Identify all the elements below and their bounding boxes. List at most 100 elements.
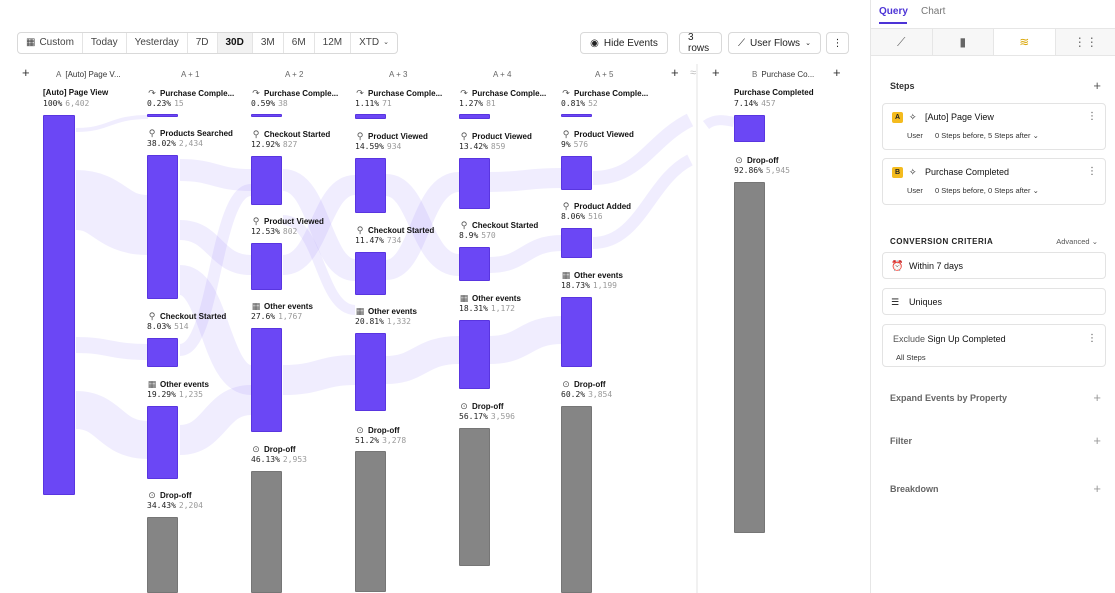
node-label[interactable]: ⊙ Drop-off bbox=[735, 155, 779, 165]
date-12m-button[interactable]: 12M bbox=[315, 33, 352, 53]
node-label[interactable]: ⊙ Drop-off bbox=[562, 379, 606, 389]
node-label[interactable]: ↷ Purchase Comple... bbox=[460, 88, 547, 98]
add-step-between-button[interactable]: + bbox=[712, 65, 720, 80]
node-label[interactable]: ⚲ Checkout Started bbox=[356, 225, 435, 235]
column-header-0[interactable]: A [Auto] Page V... bbox=[40, 64, 150, 84]
dropoff-bar[interactable] bbox=[147, 517, 178, 593]
column-header-1[interactable]: A + 1 bbox=[144, 64, 252, 84]
rows-button[interactable]: 3 rows bbox=[679, 32, 722, 54]
filter-heading[interactable]: Filter bbox=[890, 436, 913, 446]
advanced-dropdown[interactable]: Advanced ⌄ bbox=[1056, 237, 1098, 246]
node-label[interactable]: ↷ Purchase Comple... bbox=[252, 88, 339, 98]
flow-type-dropdown[interactable]: ⟋ User Flows ⌄ bbox=[728, 32, 821, 54]
event-bar[interactable] bbox=[251, 328, 282, 432]
exclude-card[interactable]: Exclude Sign Up Completed ⋮ All Steps bbox=[882, 324, 1106, 367]
tab-query[interactable]: Query bbox=[879, 6, 908, 17]
column-header-2[interactable]: A + 2 bbox=[248, 64, 356, 84]
tab-chart[interactable]: Chart bbox=[921, 6, 946, 17]
event-bar[interactable] bbox=[459, 114, 490, 119]
node-label[interactable]: ⚲ Product Added bbox=[562, 201, 632, 211]
node-label[interactable]: ↷ Purchase Comple... bbox=[148, 88, 235, 98]
add-filter-button[interactable]: + bbox=[1093, 433, 1101, 448]
column-header-3[interactable]: A + 3 bbox=[352, 64, 460, 84]
node-label[interactable]: ⚲ Product Viewed bbox=[356, 131, 428, 141]
step-card-b[interactable]: B ✧ Purchase Completed ⋮ User 0 Steps be… bbox=[882, 158, 1106, 205]
line-chart-icon[interactable]: ⟋ bbox=[871, 29, 933, 55]
node-label[interactable]: ▦ Other events bbox=[147, 379, 209, 389]
funnel-icon[interactable]: ⋮⋮ bbox=[1055, 29, 1115, 55]
step-b-menu-icon[interactable]: ⋮ bbox=[1087, 166, 1097, 177]
node-label[interactable]: ⚲ Checkout Started bbox=[148, 311, 227, 321]
dropoff-bar[interactable] bbox=[251, 471, 282, 593]
node-label[interactable]: ⚲ Checkout Started bbox=[460, 220, 539, 230]
event-bar[interactable] bbox=[251, 243, 282, 290]
date-30d-button[interactable]: 30D bbox=[217, 33, 253, 53]
event-bar[interactable] bbox=[561, 156, 592, 190]
node-label[interactable]: ⊙ Drop-off bbox=[252, 444, 296, 454]
node-label[interactable]: ⚲ Product Viewed bbox=[562, 129, 634, 139]
event-bar[interactable] bbox=[355, 333, 386, 411]
node-label[interactable]: ▦ Other events bbox=[251, 301, 313, 311]
date-xtd-button[interactable]: XTD ⌄ bbox=[351, 33, 397, 53]
event-bar[interactable] bbox=[561, 228, 592, 258]
dropoff-bar[interactable] bbox=[734, 182, 765, 533]
node-label[interactable]: ↷ Purchase Comple... bbox=[356, 88, 443, 98]
node-label[interactable]: ⊙ Drop-off bbox=[356, 425, 400, 435]
node-label[interactable]: ▦ Other events bbox=[355, 306, 417, 316]
event-bar[interactable] bbox=[251, 156, 282, 205]
event-bar[interactable] bbox=[734, 115, 765, 142]
event-bar[interactable] bbox=[147, 155, 178, 299]
flows-icon[interactable]: ≋ bbox=[994, 29, 1056, 55]
event-bar[interactable] bbox=[43, 115, 75, 495]
dropoff-bar[interactable] bbox=[355, 451, 386, 592]
add-step-end-button[interactable]: + bbox=[833, 65, 841, 80]
node-label[interactable]: ⊙ Drop-off bbox=[460, 401, 504, 411]
add-step-before-button[interactable]: + bbox=[22, 65, 30, 80]
date-3m-button[interactable]: 3M bbox=[253, 33, 284, 53]
more-options-button[interactable]: ⋮ bbox=[826, 32, 849, 54]
event-bar[interactable] bbox=[147, 338, 178, 367]
counting-method-card[interactable]: ☰ Uniques bbox=[882, 288, 1106, 315]
node-label[interactable]: ▦ Other events bbox=[459, 293, 521, 303]
event-bar[interactable] bbox=[251, 114, 282, 117]
column-header-5[interactable]: A + 5 bbox=[558, 64, 666, 84]
step-card-a[interactable]: A ✧ [Auto] Page View ⋮ User 0 Steps befo… bbox=[882, 103, 1106, 150]
dropoff-bar[interactable] bbox=[561, 406, 592, 593]
event-bar[interactable] bbox=[459, 320, 490, 389]
node-label[interactable]: ⚲ Product Viewed bbox=[252, 216, 324, 226]
add-step-after-button[interactable]: + bbox=[671, 65, 679, 80]
date-today-button[interactable]: Today bbox=[83, 33, 127, 53]
hide-events-button[interactable]: ◉ Hide Events bbox=[580, 32, 668, 54]
step-a-window[interactable]: 0 Steps before, 5 Steps after ⌄ bbox=[935, 131, 1039, 140]
event-bar[interactable] bbox=[147, 114, 178, 117]
bar-chart-icon[interactable]: ▮ bbox=[932, 29, 994, 55]
node-label[interactable]: ↷ Purchase Comple... bbox=[562, 88, 649, 98]
date-yesterday-button[interactable]: Yesterday bbox=[127, 33, 188, 53]
step-a-menu-icon[interactable]: ⋮ bbox=[1087, 111, 1097, 122]
node-label[interactable]: ▦ Other events bbox=[561, 270, 623, 280]
add-step-button[interactable]: + bbox=[1093, 78, 1101, 93]
exclude-menu-icon[interactable]: ⋮ bbox=[1087, 333, 1097, 344]
add-expand-button[interactable]: + bbox=[1093, 390, 1101, 405]
node-label[interactable]: Purchase Completed bbox=[734, 88, 814, 97]
conversion-window-card[interactable]: ⏰ Within 7 days bbox=[882, 252, 1106, 279]
breakdown-heading[interactable]: Breakdown bbox=[890, 484, 939, 494]
step-b-window[interactable]: 0 Steps before, 0 Steps after ⌄ bbox=[935, 186, 1039, 195]
dropoff-bar[interactable] bbox=[459, 428, 490, 566]
event-bar[interactable] bbox=[147, 406, 178, 479]
event-bar[interactable] bbox=[561, 114, 592, 117]
node-label[interactable]: ⊙ Drop-off bbox=[148, 490, 192, 500]
date-custom-button[interactable]: ▦ Custom bbox=[18, 33, 83, 53]
expand-events-heading[interactable]: Expand Events by Property bbox=[890, 393, 1008, 403]
node-label[interactable]: ⚲ Products Searched bbox=[148, 128, 233, 138]
date-6m-button[interactable]: 6M bbox=[284, 33, 315, 53]
event-bar[interactable] bbox=[355, 158, 386, 213]
column-header-6[interactable]: B Purchase Co... bbox=[732, 64, 834, 84]
event-bar[interactable] bbox=[459, 247, 490, 281]
node-label[interactable]: [Auto] Page View bbox=[43, 88, 109, 97]
event-bar[interactable] bbox=[355, 114, 386, 119]
date-7d-button[interactable]: 7D bbox=[188, 33, 218, 53]
column-header-4[interactable]: A + 4 bbox=[456, 64, 564, 84]
node-label[interactable]: ⚲ Checkout Started bbox=[252, 129, 331, 139]
event-bar[interactable] bbox=[561, 297, 592, 367]
